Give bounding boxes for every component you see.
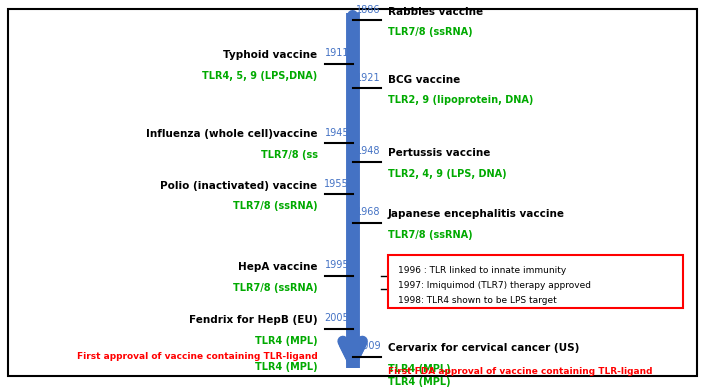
Text: TLR4 (MPL): TLR4 (MPL)	[388, 377, 450, 387]
Text: Fendrix for HepB (EU): Fendrix for HepB (EU)	[189, 315, 318, 325]
Text: 1997: Imiquimod (TLR7) therapy approved: 1997: Imiquimod (TLR7) therapy approved	[398, 281, 591, 290]
Text: Cervarix for cervical cancer (US): Cervarix for cervical cancer (US)	[388, 343, 579, 353]
Text: Pertussis vaccine: Pertussis vaccine	[388, 148, 490, 158]
Text: 1955: 1955	[324, 179, 349, 188]
Text: TLR7/8 (ssRNA): TLR7/8 (ssRNA)	[233, 201, 318, 211]
Text: TLR7/8 (ssRNA): TLR7/8 (ssRNA)	[233, 283, 318, 293]
Text: TLR7/8 (ssRNA): TLR7/8 (ssRNA)	[388, 27, 472, 37]
Text: Influenza (whole cell)vaccine: Influenza (whole cell)vaccine	[146, 130, 318, 139]
Text: TLR4 (MPL): TLR4 (MPL)	[388, 364, 450, 374]
Text: 2005: 2005	[324, 313, 349, 323]
Text: 1911: 1911	[324, 48, 349, 58]
Text: BCG vaccine: BCG vaccine	[388, 75, 460, 85]
Text: 2009: 2009	[356, 341, 381, 351]
Text: TLR7/8 (ss: TLR7/8 (ss	[260, 150, 318, 160]
Text: TLR2, 4, 9 (LPS, DNA): TLR2, 4, 9 (LPS, DNA)	[388, 169, 506, 179]
Text: TLR4 (MPL): TLR4 (MPL)	[255, 362, 318, 372]
Text: Polio (inactivated) vaccine: Polio (inactivated) vaccine	[160, 180, 318, 190]
Text: First FDA approval of vaccine containing TLR-ligand: First FDA approval of vaccine containing…	[388, 367, 652, 376]
FancyBboxPatch shape	[9, 9, 697, 376]
Text: 1995: 1995	[324, 260, 349, 270]
Text: Rabbies vaccine: Rabbies vaccine	[388, 7, 483, 17]
Text: 1921: 1921	[356, 73, 381, 83]
Text: HepA vaccine: HepA vaccine	[238, 262, 318, 272]
Text: 1945: 1945	[324, 128, 349, 137]
Text: 1998: TLR4 shown to be LPS target: 1998: TLR4 shown to be LPS target	[398, 296, 557, 305]
Text: 1948: 1948	[356, 146, 380, 156]
Text: TLR7/8 (ssRNA): TLR7/8 (ssRNA)	[388, 230, 472, 240]
Text: TLR4 (MPL): TLR4 (MPL)	[255, 336, 318, 346]
Text: 1968: 1968	[356, 207, 380, 217]
Text: Japanese encephalitis vaccine: Japanese encephalitis vaccine	[388, 209, 564, 219]
FancyBboxPatch shape	[388, 255, 683, 308]
Text: 1886: 1886	[356, 5, 380, 15]
Text: 1996 : TLR linked to innate immunity: 1996 : TLR linked to innate immunity	[398, 266, 567, 275]
Text: TLR4, 5, 9 (LPS,DNA): TLR4, 5, 9 (LPS,DNA)	[202, 71, 318, 81]
Text: Typhoid vaccine: Typhoid vaccine	[224, 50, 318, 60]
Text: TLR2, 9 (lipoprotein, DNA): TLR2, 9 (lipoprotein, DNA)	[388, 96, 533, 105]
Text: First approval of vaccine containing TLR-ligand: First approval of vaccine containing TLR…	[77, 352, 318, 361]
